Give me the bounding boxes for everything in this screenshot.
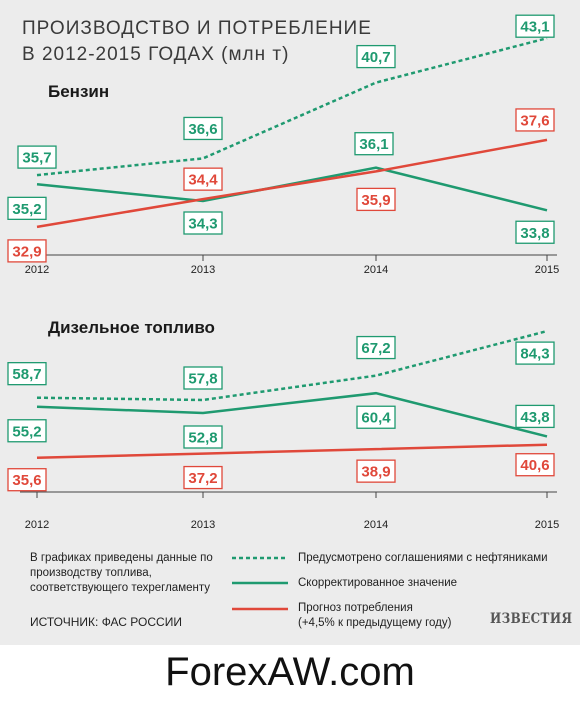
source-credit: ИСТОЧНИК: ФАС РОССИИ bbox=[30, 615, 182, 629]
diesel-label-box-agreements-2013 bbox=[183, 366, 223, 390]
page-title: ПРОИЗВОДСТВО И ПОТРЕБЛЕНИЕ bbox=[22, 18, 372, 40]
diesel-label-box-corrected-2014 bbox=[356, 405, 396, 429]
gasoline-label-corrected-2012: 35,2 bbox=[12, 201, 41, 218]
chart-title-diesel: Дизельное топливо bbox=[48, 318, 215, 337]
title-line-1: ПРОИЗВОДСТВО И ПОТРЕБЛЕНИЕ bbox=[22, 18, 372, 39]
gasoline-label-box-corrected-2013 bbox=[183, 211, 223, 235]
diesel-label-box-forecast-2013 bbox=[183, 465, 223, 490]
legend-label-corrected: Скорректированное значение bbox=[298, 577, 458, 589]
title-line-2: В 2012-2015 ГОДАХ bbox=[22, 44, 215, 65]
gasoline-label-box-corrected-2012 bbox=[7, 196, 47, 221]
gasoline-label-box-forecast-2015 bbox=[515, 108, 555, 132]
izvestia-logo: ИЗВЕСТИЯ bbox=[490, 611, 573, 627]
diesel-label-box-corrected-2013 bbox=[183, 425, 223, 449]
diesel-label-agreements-2014: 67,2 bbox=[361, 340, 390, 357]
page-title-line-2: В 2012-2015 ГОДАХ (млн т) bbox=[22, 44, 289, 66]
diesel-label-agreements-2012: 58,7 bbox=[12, 366, 41, 383]
diesel-series-agreements bbox=[36, 329, 548, 402]
legend-lines bbox=[232, 556, 288, 611]
diesel-label-box-agreements-2014 bbox=[356, 335, 396, 360]
legend-label-forecast-line-1: Прогноз потребления bbox=[298, 602, 413, 614]
diesel-x-tick-2013: 2013 bbox=[191, 519, 215, 531]
diesel-label-corrected-2012: 55,2 bbox=[12, 423, 41, 440]
infographic-panel bbox=[0, 0, 580, 645]
gasoline-label-corrected-2013: 34,3 bbox=[188, 216, 217, 233]
gasoline-x-tick-2015: 2015 bbox=[535, 264, 559, 276]
title-unit: (млн т) bbox=[221, 44, 290, 65]
legend-label-agreements: Предусмотрено соглашениями с нефтяниками bbox=[298, 552, 548, 564]
gasoline-label-agreements-2015: 43,1 bbox=[520, 19, 549, 36]
diesel-label-forecast-2013: 37,2 bbox=[188, 470, 217, 487]
chart-title-gasoline: Бензин bbox=[48, 82, 110, 101]
diesel-label-corrected-2014: 60,4 bbox=[361, 410, 391, 427]
legend-label-forecast: Прогноз потребления (+4,5% к предыдущему… bbox=[298, 601, 451, 631]
gasoline-label-forecast-2014: 35,9 bbox=[361, 192, 390, 209]
diesel-label-box-forecast-2014 bbox=[356, 459, 396, 483]
gasoline-label-agreements-2012: 35,7 bbox=[22, 150, 51, 167]
diesel-series-forecast bbox=[36, 443, 548, 459]
legend-label-forecast-line-2: (+4,5% к предыдущему году) bbox=[298, 617, 452, 629]
gasoline-label-box-agreements-2015 bbox=[515, 14, 555, 38]
diesel-label-forecast-2015: 40,6 bbox=[520, 457, 549, 474]
diesel-label-agreements-2015: 84,3 bbox=[520, 346, 549, 363]
charts-svg: 2012 2013 2014 2015 35,7 36,6 40,7 43,1 35,2 34,3… bbox=[7, 14, 559, 531]
gasoline-label-agreements-2013: 36,6 bbox=[188, 121, 217, 138]
gasoline-label-box-forecast-2014 bbox=[356, 187, 396, 212]
diesel-x-tick-2014: 2014 bbox=[364, 519, 388, 531]
diesel-x-tick-2012: 2012 bbox=[25, 519, 49, 531]
gasoline-label-box-corrected-2015 bbox=[515, 220, 555, 244]
gasoline-label-box-agreements-2013 bbox=[183, 116, 223, 141]
diesel-label-corrected-2013: 52,8 bbox=[188, 430, 217, 447]
diesel-label-box-corrected-2012 bbox=[7, 419, 47, 443]
gasoline-series-forecast bbox=[36, 138, 548, 229]
diesel-x-tick-2015: 2015 bbox=[535, 519, 559, 531]
gasoline-label-box-forecast-2012 bbox=[7, 239, 47, 263]
diesel-label-box-forecast-2012 bbox=[7, 468, 47, 492]
gasoline-label-corrected-2015: 33,8 bbox=[520, 225, 549, 242]
diesel-label-box-corrected-2015 bbox=[515, 404, 555, 429]
gasoline-label-forecast-2015: 37,6 bbox=[520, 112, 549, 129]
gasoline-x-tick-2014: 2014 bbox=[364, 264, 388, 276]
diesel-label-box-forecast-2015 bbox=[515, 453, 555, 477]
gasoline-label-agreements-2014: 40,7 bbox=[361, 49, 390, 66]
gasoline-x-tick-2012: 2012 bbox=[25, 264, 49, 276]
legend-note: В графиках приведены данные по производс… bbox=[30, 552, 213, 594]
diesel-series-corrected bbox=[36, 391, 548, 438]
gasoline-label-box-agreements-2012 bbox=[17, 145, 57, 169]
diesel-label-forecast-2014: 38,9 bbox=[361, 464, 390, 481]
gasoline-label-box-corrected-2014 bbox=[354, 132, 394, 156]
gasoline-x-tick-2013: 2013 bbox=[191, 264, 215, 276]
diesel-label-forecast-2012: 35,6 bbox=[12, 472, 41, 489]
gasoline-label-forecast-2013: 34,4 bbox=[188, 172, 218, 189]
gasoline-label-box-forecast-2013 bbox=[183, 167, 223, 191]
diesel-label-corrected-2015: 43,8 bbox=[520, 409, 549, 426]
gasoline-label-forecast-2012: 32,9 bbox=[12, 243, 41, 260]
diesel-label-box-agreements-2015 bbox=[515, 341, 555, 365]
diesel-label-box-agreements-2012 bbox=[7, 362, 47, 386]
diesel-label-agreements-2013: 57,8 bbox=[188, 371, 217, 388]
gasoline-label-corrected-2014: 36,1 bbox=[359, 136, 388, 153]
gasoline-series-agreements bbox=[36, 36, 548, 177]
gasoline-label-box-agreements-2014 bbox=[356, 44, 396, 69]
watermark: ForexAW.com bbox=[165, 650, 415, 694]
